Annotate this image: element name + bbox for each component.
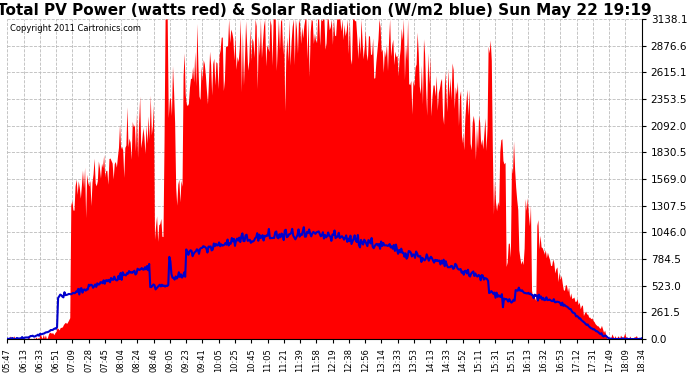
Text: Copyright 2011 Cartronics.com: Copyright 2011 Cartronics.com [10, 24, 141, 33]
Title: Total PV Power (watts red) & Solar Radiation (W/m2 blue) Sun May 22 19:19: Total PV Power (watts red) & Solar Radia… [0, 3, 652, 18]
